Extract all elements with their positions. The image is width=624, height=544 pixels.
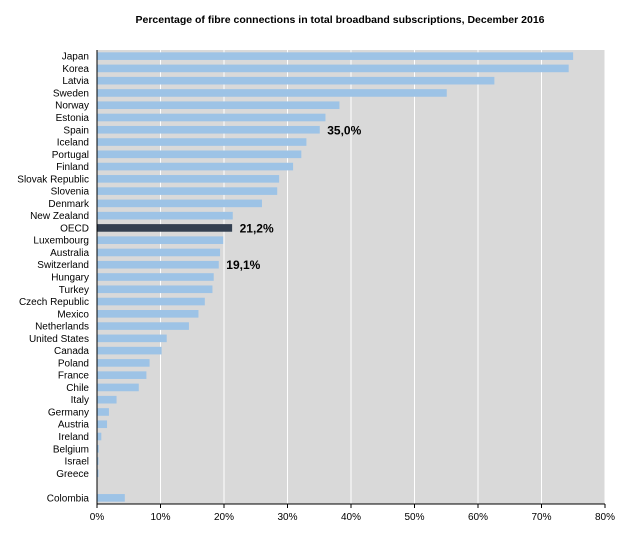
bar (97, 383, 139, 392)
bar (97, 125, 320, 134)
category-label: Poland (58, 358, 89, 369)
x-tick-label: 30% (277, 512, 297, 523)
category-label: Australia (50, 248, 89, 259)
category-label: New Zealand (30, 211, 89, 222)
bar (97, 113, 326, 122)
bar (97, 334, 167, 343)
category-label: Japan (62, 52, 89, 63)
category-label: Netherlands (35, 322, 89, 333)
bar (97, 310, 199, 318)
bar (97, 408, 109, 416)
bar (97, 76, 495, 85)
category-label: Latvia (62, 76, 89, 87)
bar (97, 273, 214, 281)
x-tick-label: 20% (214, 512, 234, 523)
bar (97, 211, 233, 220)
category-label: Germany (48, 407, 89, 418)
data-label: 19,1% (226, 258, 260, 272)
category-label: Spain (63, 125, 89, 136)
category-label: Denmark (48, 199, 90, 210)
category-label: Turkey (59, 285, 89, 296)
bar (97, 494, 125, 502)
bar (97, 260, 219, 269)
category-label: Belgium (53, 444, 89, 455)
bar (97, 457, 99, 465)
category-label: France (58, 371, 90, 382)
bar (97, 322, 189, 330)
bar (97, 64, 569, 73)
bar (97, 138, 307, 146)
bar (97, 432, 102, 441)
x-axis-ticks: 0% 10% 20% 30% 40% 50% 60% 70% 80% (90, 50, 615, 523)
category-label: Hungary (51, 273, 89, 284)
category-label: Korea (62, 64, 89, 75)
x-tick-label: 80% (595, 512, 615, 523)
x-tick-label: 50% (404, 512, 424, 523)
category-label: United States (29, 334, 89, 345)
category-label: Austria (58, 420, 90, 431)
category-label: Chile (66, 383, 89, 394)
category-label: Sweden (53, 88, 89, 99)
category-label: Mexico (57, 309, 89, 320)
category-label: Israel (65, 457, 89, 468)
bar (97, 359, 150, 367)
category-label: Slovak Republic (17, 174, 89, 185)
bar (97, 248, 221, 257)
bar (97, 199, 262, 208)
bar (97, 420, 108, 429)
category-label: Norway (55, 101, 89, 112)
x-tick-label: 70% (531, 512, 551, 523)
category-label: Finland (56, 162, 89, 173)
bar (97, 236, 224, 244)
bar (97, 297, 205, 306)
category-label: Slovenia (51, 187, 90, 198)
bar (97, 371, 147, 379)
bar (97, 162, 294, 171)
category-label: Switzerland (37, 260, 89, 271)
category-label: Iceland (57, 138, 89, 149)
bar (97, 444, 99, 453)
chart-title: Percentage of fibre connections in total… (135, 14, 545, 26)
bar (97, 469, 99, 478)
x-tick-label: 60% (468, 512, 488, 523)
category-label: Italy (71, 395, 89, 406)
bar (97, 346, 162, 355)
category-label: Colombia (47, 493, 90, 504)
x-tick-label: 0% (90, 512, 105, 523)
category-label: Portugal (52, 150, 89, 161)
category-label: Greece (56, 469, 89, 480)
bar (97, 150, 302, 159)
bar (97, 101, 340, 110)
category-label: Estonia (56, 113, 90, 124)
bar (97, 187, 278, 195)
bar (97, 52, 574, 60)
bars (97, 52, 574, 502)
bar (97, 175, 280, 183)
data-label: 21,2% (240, 221, 274, 235)
category-label: Luxembourg (33, 236, 89, 247)
bar (97, 224, 233, 232)
x-tick-label: 10% (150, 512, 170, 523)
data-label: 35,0% (327, 123, 361, 137)
bar (97, 395, 117, 404)
x-tick-label: 40% (341, 512, 361, 523)
category-label: Ireland (58, 432, 89, 443)
category-label: OECD (60, 223, 89, 234)
category-label: Canada (54, 346, 89, 357)
category-label: Czech Republic (19, 297, 89, 308)
data-labels: 35,0% 21,2% 19,1% (226, 123, 361, 272)
bar (97, 89, 447, 97)
bar (97, 285, 213, 294)
